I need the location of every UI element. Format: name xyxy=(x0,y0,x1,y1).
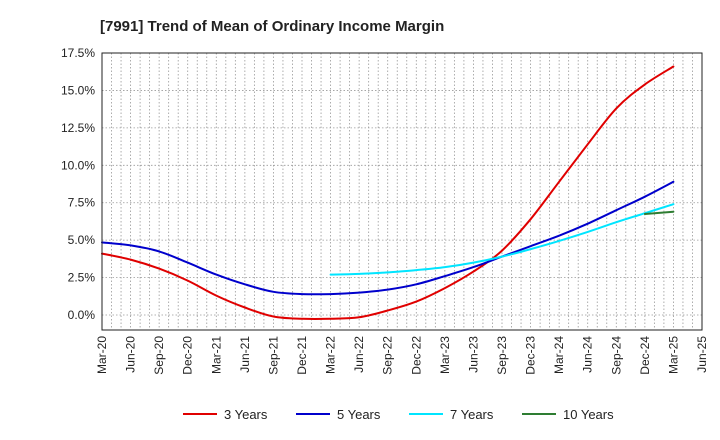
y-tick-label: 12.5% xyxy=(61,121,95,135)
grid-lines xyxy=(101,52,703,330)
x-tick-label: Mar-21 xyxy=(209,336,223,374)
x-tick-label: Sep-21 xyxy=(266,336,280,375)
x-tick-label: Sep-20 xyxy=(152,336,166,375)
y-tick-label: 17.5% xyxy=(61,46,95,60)
x-tick-label: Jun-20 xyxy=(124,336,138,373)
plot-area-frame xyxy=(101,52,703,331)
chart-title: [7991] Trend of Mean of Ordinary Income … xyxy=(100,18,444,35)
x-tick-label: Mar-23 xyxy=(438,336,452,374)
x-tick-label: Dec-24 xyxy=(638,336,652,375)
x-tick-label: Sep-22 xyxy=(381,336,395,375)
y-tick-label: 2.5% xyxy=(68,271,96,285)
x-tick-label: Jun-21 xyxy=(238,336,252,373)
x-tick-label: Mar-20 xyxy=(95,336,109,374)
x-tick-label: Dec-22 xyxy=(409,336,423,375)
legend-label: 3 Years xyxy=(224,407,268,422)
legend: 3 Years 5 Years 7 Years 10 Years xyxy=(183,407,614,422)
x-tick-label: Jun-22 xyxy=(352,336,366,373)
legend-item-5-years: 5 Years xyxy=(296,407,381,422)
x-tick-label: Sep-23 xyxy=(495,336,509,375)
x-tick-label: Jun-23 xyxy=(466,336,480,373)
x-axis-tick-labels: Mar-20 Jun-20 Sep-20 Dec-20 Mar-21 Jun-21 Sep-… xyxy=(95,336,709,375)
series-lines xyxy=(101,65,675,320)
legend-item-3-years: 3 Years xyxy=(183,407,268,422)
y-tick-label: 10.0% xyxy=(61,158,95,172)
x-tick-label: Jun-25 xyxy=(695,336,709,373)
x-tick-label: Dec-21 xyxy=(295,336,309,375)
x-tick-label: Dec-23 xyxy=(524,336,538,375)
x-tick-label: Jun-24 xyxy=(581,336,595,373)
y-tick-label: 7.5% xyxy=(68,196,96,210)
legend-item-10-years: 10 Years xyxy=(522,407,614,422)
series-line-10-years xyxy=(643,210,675,215)
x-tick-label: Dec-20 xyxy=(181,336,195,375)
y-tick-label: 15.0% xyxy=(61,83,95,97)
x-tick-label: Mar-22 xyxy=(324,336,338,374)
legend-label: 5 Years xyxy=(337,407,381,422)
legend-label: 7 Years xyxy=(450,407,494,422)
series-line-7-years xyxy=(329,203,675,276)
legend-label: 10 Years xyxy=(563,407,614,422)
x-tick-label: Mar-25 xyxy=(666,336,680,374)
y-tick-label: 5.0% xyxy=(68,233,96,247)
x-tick-label: Mar-24 xyxy=(552,336,566,374)
series-line-3-years xyxy=(101,65,675,320)
series-line-5-years xyxy=(101,180,675,296)
y-tick-label: 0.0% xyxy=(68,308,96,322)
y-axis-tick-labels: 0.0% 2.5% 5.0% 7.5% 10.0% 12.5% 15.0% 17.5% xyxy=(61,46,95,322)
legend-item-7-years: 7 Years xyxy=(409,407,494,422)
x-tick-label: Sep-24 xyxy=(609,336,623,375)
